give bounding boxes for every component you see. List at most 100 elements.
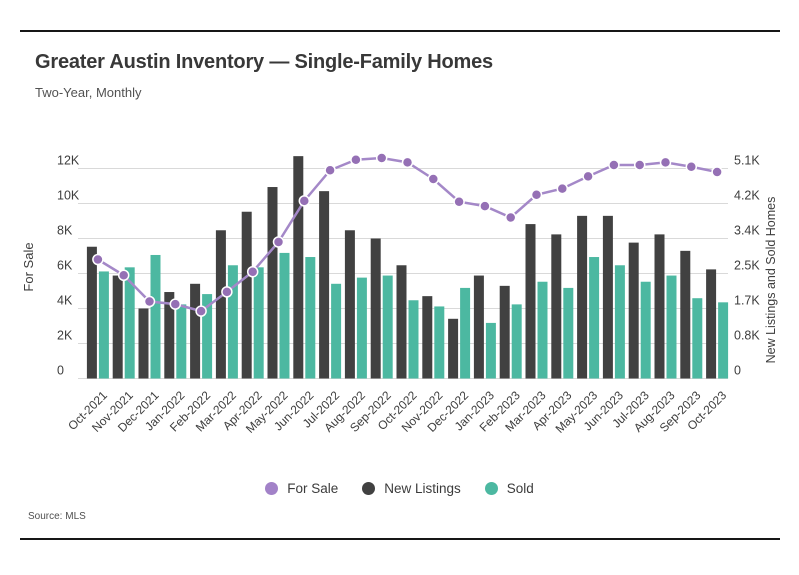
bar-new-listings	[164, 292, 175, 379]
bar-new-listings	[86, 246, 97, 379]
line-point-for-sale	[221, 286, 233, 298]
left-axis-title: For Sale	[21, 242, 36, 291]
legend-item-for-sale: For Sale	[265, 481, 338, 496]
bar-new-listings	[680, 250, 691, 379]
bar-sold	[305, 257, 316, 379]
bar-sold	[640, 281, 651, 379]
bar-sold	[563, 287, 574, 379]
legend-item-sold: Sold	[484, 481, 534, 496]
bar-new-listings	[628, 242, 639, 379]
y-axis-right-tick-label: 4.2K	[734, 189, 760, 203]
line-point-for-sale	[401, 156, 414, 169]
bar-sold	[511, 304, 522, 379]
line-point-for-sale	[195, 305, 207, 317]
bar-sold	[253, 267, 264, 379]
right-axis-title: New Listings and Sold Homes	[764, 197, 778, 364]
bar-sold	[124, 267, 135, 379]
y-axis-left-tick-label: 4K	[57, 294, 73, 308]
line-point-for-sale	[530, 189, 543, 201]
bar-new-listings	[241, 211, 252, 379]
bar-sold	[666, 275, 677, 379]
legend-swatch-icon	[265, 482, 279, 495]
y-axis-right-tick-label: 0.8K	[734, 329, 760, 343]
bar-new-listings	[525, 224, 536, 379]
line-point-for-sale	[556, 182, 569, 195]
line-point-for-sale	[375, 152, 388, 164]
y-axis-right-tick-label: 1.7K	[734, 294, 760, 308]
bar-new-listings	[551, 234, 562, 379]
bar-new-listings	[215, 230, 226, 379]
bar-sold	[279, 252, 290, 379]
line-point-for-sale	[169, 298, 182, 310]
bar-new-listings	[190, 283, 201, 379]
bar-sold	[614, 265, 625, 379]
bar-sold	[434, 306, 445, 379]
bar-new-listings	[138, 308, 149, 379]
line-point-for-sale	[608, 159, 620, 171]
bar-sold	[202, 294, 213, 379]
bar-new-listings	[422, 296, 433, 379]
line-point-for-sale	[427, 173, 440, 185]
legend-item-new-listings: New Listings	[362, 481, 461, 496]
bar-sold	[176, 304, 187, 379]
bar-new-listings	[706, 269, 717, 379]
y-axis-left-tick-label: 8K	[57, 224, 73, 238]
line-point-for-sale	[324, 164, 336, 176]
legend-label: For Sale	[287, 481, 339, 496]
bar-new-listings	[319, 191, 330, 379]
line-point-for-sale	[582, 170, 594, 183]
bar-new-listings	[267, 187, 278, 379]
y-axis-right-tick-label: 3.4K	[734, 224, 760, 238]
bar-new-listings	[654, 234, 665, 379]
line-point-for-sale	[659, 156, 672, 169]
source-note: Source: MLS	[28, 511, 86, 522]
top-rule	[20, 30, 780, 32]
bar-sold	[382, 275, 393, 379]
line-point-for-sale	[117, 269, 130, 281]
bar-sold	[98, 271, 109, 379]
line-point-for-sale	[350, 154, 362, 166]
legend-swatch-icon	[362, 482, 376, 495]
page-title: Greater Austin Inventory — Single-Family…	[35, 51, 493, 73]
line-point-for-sale	[298, 195, 311, 207]
bar-new-listings	[473, 275, 484, 379]
bar-new-listings	[396, 265, 407, 379]
bar-sold	[356, 277, 367, 379]
bar-sold	[692, 298, 703, 379]
bar-new-listings	[499, 285, 510, 379]
page-subtitle: Two-Year, Monthly	[35, 85, 142, 100]
y-axis-left-tick-label: 10K	[57, 189, 80, 203]
bar-sold	[331, 283, 342, 379]
bar-sold	[408, 300, 419, 379]
bar-new-listings	[602, 215, 613, 379]
bottom-rule	[20, 538, 780, 540]
y-axis-left-tick-label: 12K	[57, 154, 80, 168]
line-point-for-sale	[633, 159, 646, 171]
bar-sold	[460, 287, 471, 379]
y-axis-left-tick-label: 0	[57, 364, 64, 378]
line-point-for-sale	[685, 161, 698, 173]
bar-sold	[227, 265, 238, 379]
line-point-for-sale	[504, 211, 517, 224]
y-axis-left-tick-label: 6K	[57, 259, 73, 273]
bar-new-listings	[448, 318, 459, 379]
bar-new-listings	[577, 215, 588, 379]
line-point-for-sale	[246, 266, 259, 278]
bar-new-listings	[293, 156, 304, 379]
legend-swatch-icon	[484, 482, 498, 495]
y-axis-right-tick-label: 2.5K	[734, 259, 760, 273]
bar-new-listings	[344, 230, 355, 379]
line-point-for-sale	[453, 196, 465, 208]
bar-sold	[589, 257, 600, 379]
line-point-for-sale	[479, 200, 491, 212]
line-point-for-sale	[272, 236, 285, 248]
bar-sold	[150, 254, 161, 379]
y-axis-left-tick-label: 2K	[57, 329, 73, 343]
legend-label: New Listings	[384, 481, 461, 496]
chart-legend: For Sale New Listings Sold	[0, 481, 799, 496]
y-axis-right-tick-label: 0	[734, 364, 741, 378]
line-point-for-sale	[92, 253, 104, 266]
y-axis-right-tick-label: 5.1K	[734, 154, 760, 168]
bar-sold	[485, 322, 496, 379]
